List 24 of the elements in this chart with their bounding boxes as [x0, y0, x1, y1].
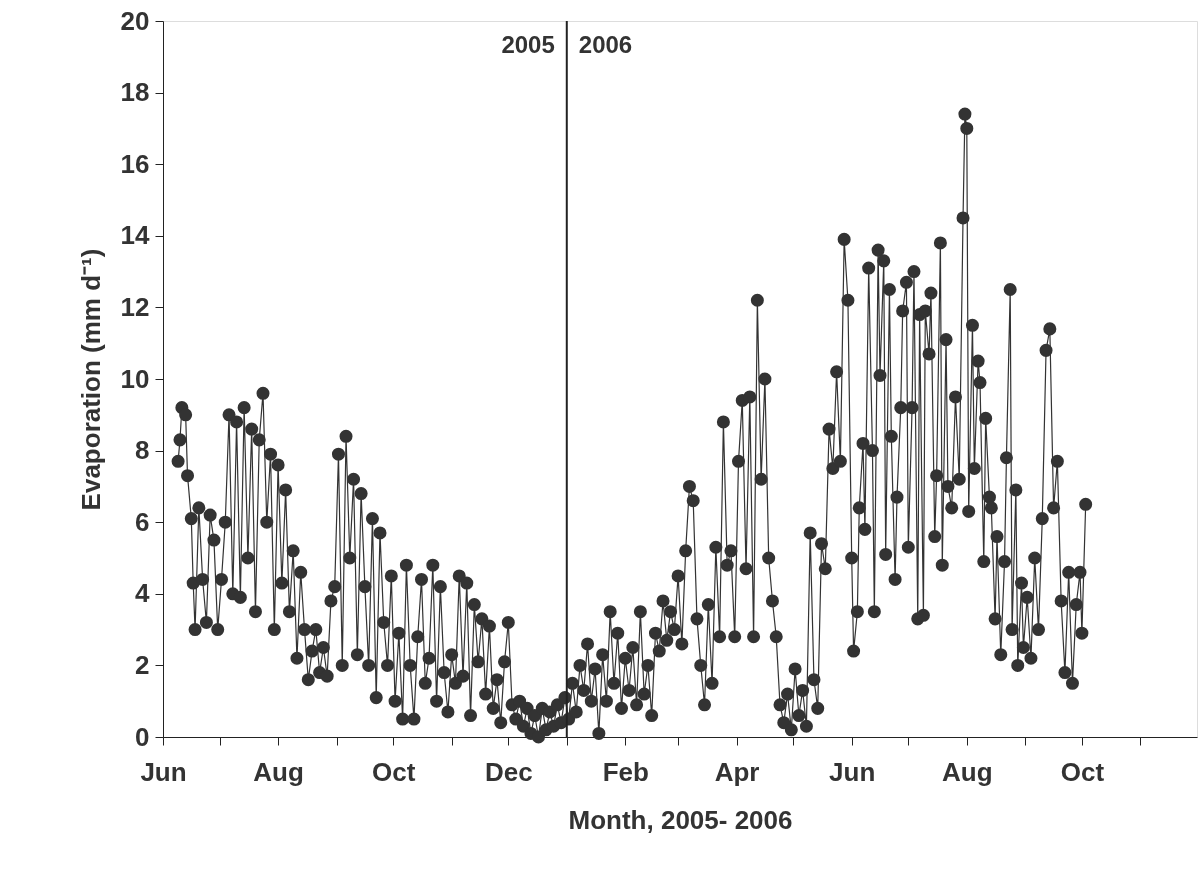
x-tick-label: Feb	[602, 756, 649, 787]
y-tick-label: 14	[120, 220, 151, 251]
x-tick-label: Aug	[942, 756, 993, 787]
annotation: 2006	[578, 31, 633, 59]
annotation: 2005	[501, 31, 555, 59]
y-tick-label: 18	[120, 77, 150, 108]
x-tick-label: Jun	[140, 756, 187, 787]
x-tick-label: Dec	[484, 756, 533, 787]
y-tick-label: 20	[120, 5, 150, 36]
y-tick-label: 2	[135, 649, 150, 680]
y-tick-label: 10	[120, 363, 150, 394]
y-tick-label: 4	[135, 578, 151, 609]
x-tick-label: Jun	[829, 756, 876, 787]
x-tick-label: Apr	[714, 756, 760, 787]
x-tick-label: Oct	[1060, 756, 1105, 787]
y-tick-label: 16	[120, 148, 150, 179]
y-tick-label: 0	[135, 721, 150, 752]
y-tick-label: 12	[120, 291, 150, 322]
x-tick-label: Oct	[372, 756, 416, 787]
y-tick-label: 6	[135, 506, 150, 537]
y-tick-label: 8	[135, 435, 150, 466]
x-axis-title: Month, 2005- 2006	[568, 804, 793, 835]
y-axis-title: Evaporation (mm d⁻¹)	[75, 248, 106, 511]
x-tick-label: Aug	[253, 756, 304, 787]
